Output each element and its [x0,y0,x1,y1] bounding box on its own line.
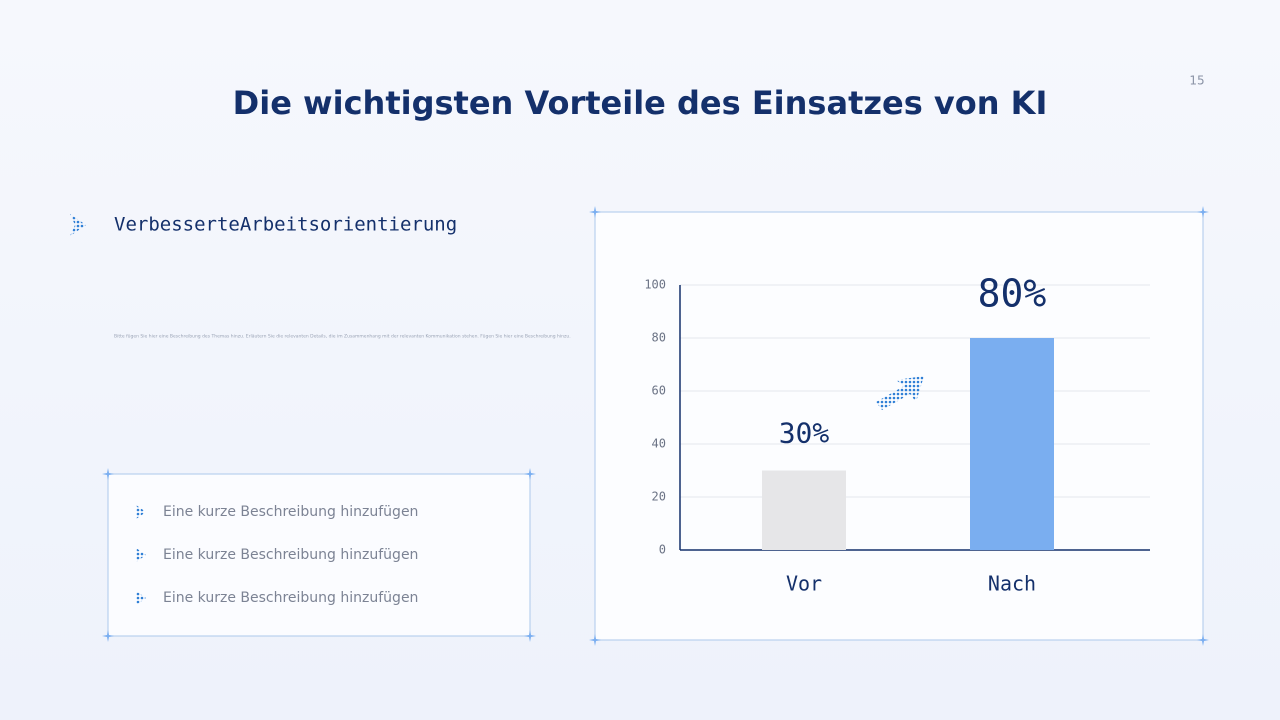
heading-icon [70,214,86,236]
trend-arrow [876,376,924,410]
paragraph: Bitte fügen Sie hier eine Beschreibung d… [114,334,571,340]
bullet-icon [136,505,146,519]
y-tick-label: 80 [652,331,666,345]
bar [762,470,846,550]
x-tick-label: Nach [988,572,1036,596]
y-tick-label: 20 [652,490,666,504]
y-tick-label: 100 [644,278,666,292]
bullet-card [102,468,536,642]
y-tick-label: 0 [659,543,666,557]
bar [970,338,1054,550]
bullet-icon [136,548,146,562]
bullet-text: Eine kurze Beschreibung hinzufügen [163,504,418,520]
slide-title: Die wichtigsten Vorteile des Einsatzes v… [233,84,1048,122]
bullet-text: Eine kurze Beschreibung hinzufügen [163,590,418,606]
section-heading: VerbesserteArbeitsorientierung [114,214,457,236]
value-label: 80% [978,272,1047,316]
chart-card [589,206,1209,646]
value-label: 30% [779,417,830,450]
y-tick-label: 40 [652,437,666,451]
chart: 0 20 40 60 80 100 30% Vor 80% Nach [644,272,1150,596]
x-tick-label: Vor [786,572,822,596]
bullet-text: Eine kurze Beschreibung hinzufügen [163,547,418,563]
y-tick-label: 60 [652,384,666,398]
page-number: 15 [1189,74,1204,88]
bullet-icon [136,591,146,605]
bullet-list: Eine kurze Beschreibung hinzufügen Eine k… [136,504,418,606]
